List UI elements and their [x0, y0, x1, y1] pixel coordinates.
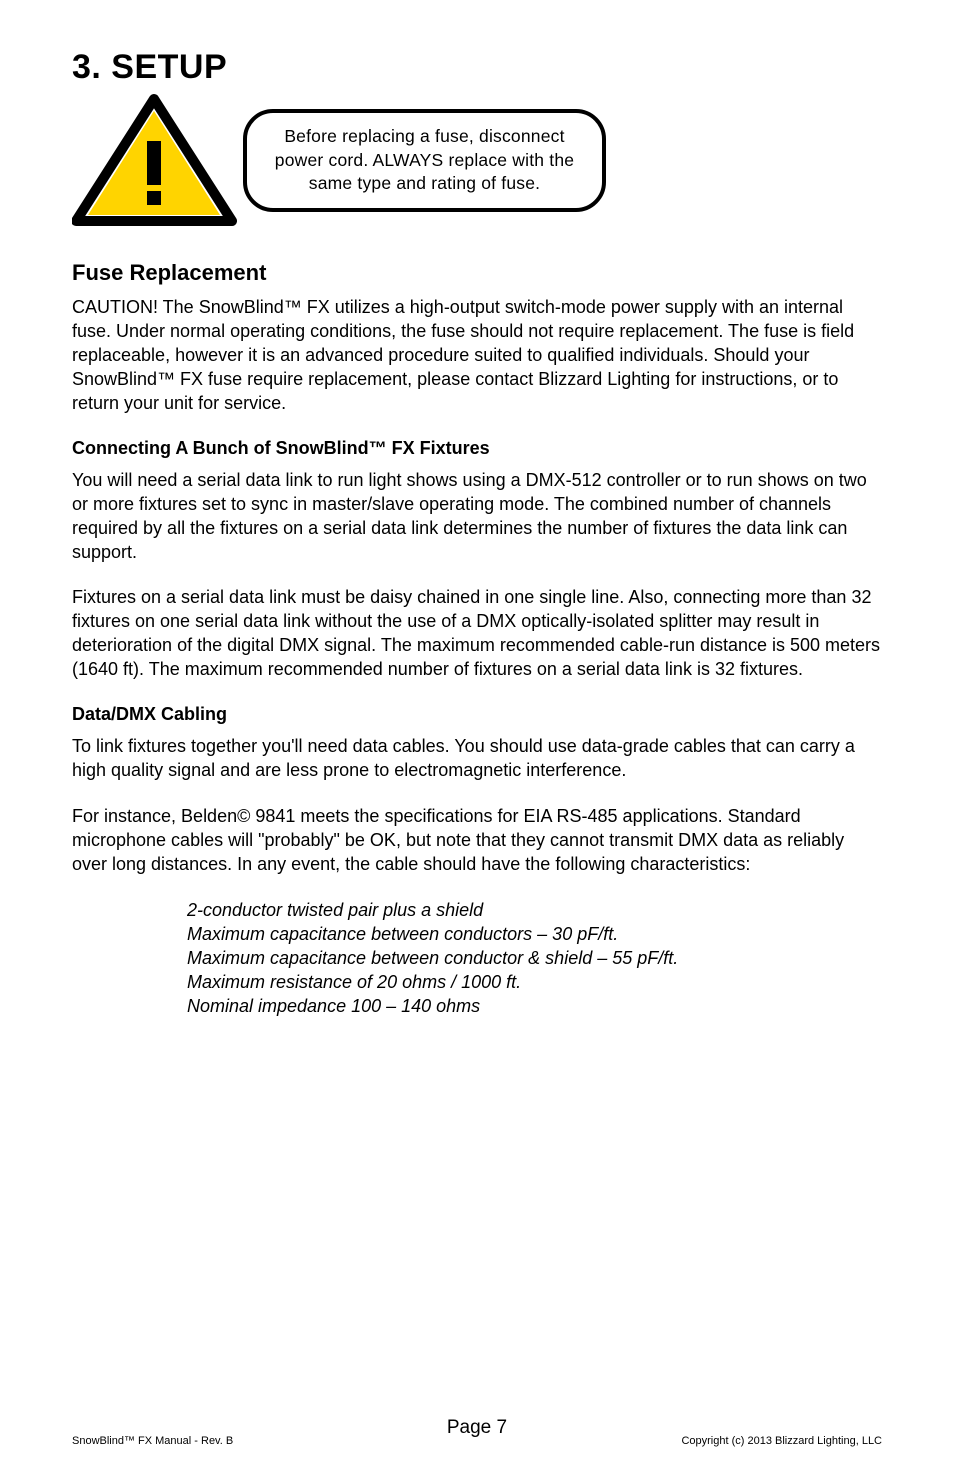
spec-line: Maximum capacitance between conductor & … — [187, 947, 882, 971]
spec-line: Maximum capacitance between conductors –… — [187, 923, 882, 947]
footer-left: SnowBlind™ FX Manual - Rev. B — [72, 1435, 233, 1447]
callout-line: Before replacing a fuse, disconnect — [284, 126, 564, 146]
footer-right: Copyright (c) 2013 Blizzard Lighting, LL… — [681, 1435, 882, 1447]
connecting-p1: You will need a serial data link to run … — [72, 469, 882, 565]
spec-line: 2-conductor twisted pair plus a shield — [187, 899, 882, 923]
callout-line: same type and rating of fuse. — [309, 173, 541, 193]
connecting-p2: Fixtures on a serial data link must be d… — [72, 586, 882, 682]
callout-line: power cord. ALWAYS replace with the — [275, 150, 574, 170]
cabling-p2: For instance, Belden© 9841 meets the spe… — [72, 805, 882, 877]
cable-specs-list: 2-conductor twisted pair plus a shield M… — [72, 899, 882, 1019]
cabling-p1: To link fixtures together you'll need da… — [72, 735, 882, 783]
section-heading: 3. SETUP — [72, 48, 882, 87]
page: 3. SETUP Before replacing a fuse, discon… — [0, 0, 954, 1475]
page-footer: SnowBlind™ FX Manual - Rev. B Copyright … — [72, 1435, 882, 1447]
connecting-heading: Connecting A Bunch of SnowBlind™ FX Fixt… — [72, 438, 882, 459]
fuse-replacement-body: CAUTION! The SnowBlind™ FX utilizes a hi… — [72, 296, 882, 416]
cabling-heading: Data/DMX Cabling — [72, 704, 882, 725]
spec-line: Nominal impedance 100 – 140 ohms — [187, 995, 882, 1019]
spec-line: Maximum resistance of 20 ohms / 1000 ft. — [187, 971, 882, 995]
warning-icon — [72, 93, 237, 228]
warning-callout: Before replacing a fuse, disconnect powe… — [72, 93, 882, 228]
fuse-replacement-heading: Fuse Replacement — [72, 260, 882, 286]
warning-text-bubble: Before replacing a fuse, disconnect powe… — [243, 109, 606, 212]
